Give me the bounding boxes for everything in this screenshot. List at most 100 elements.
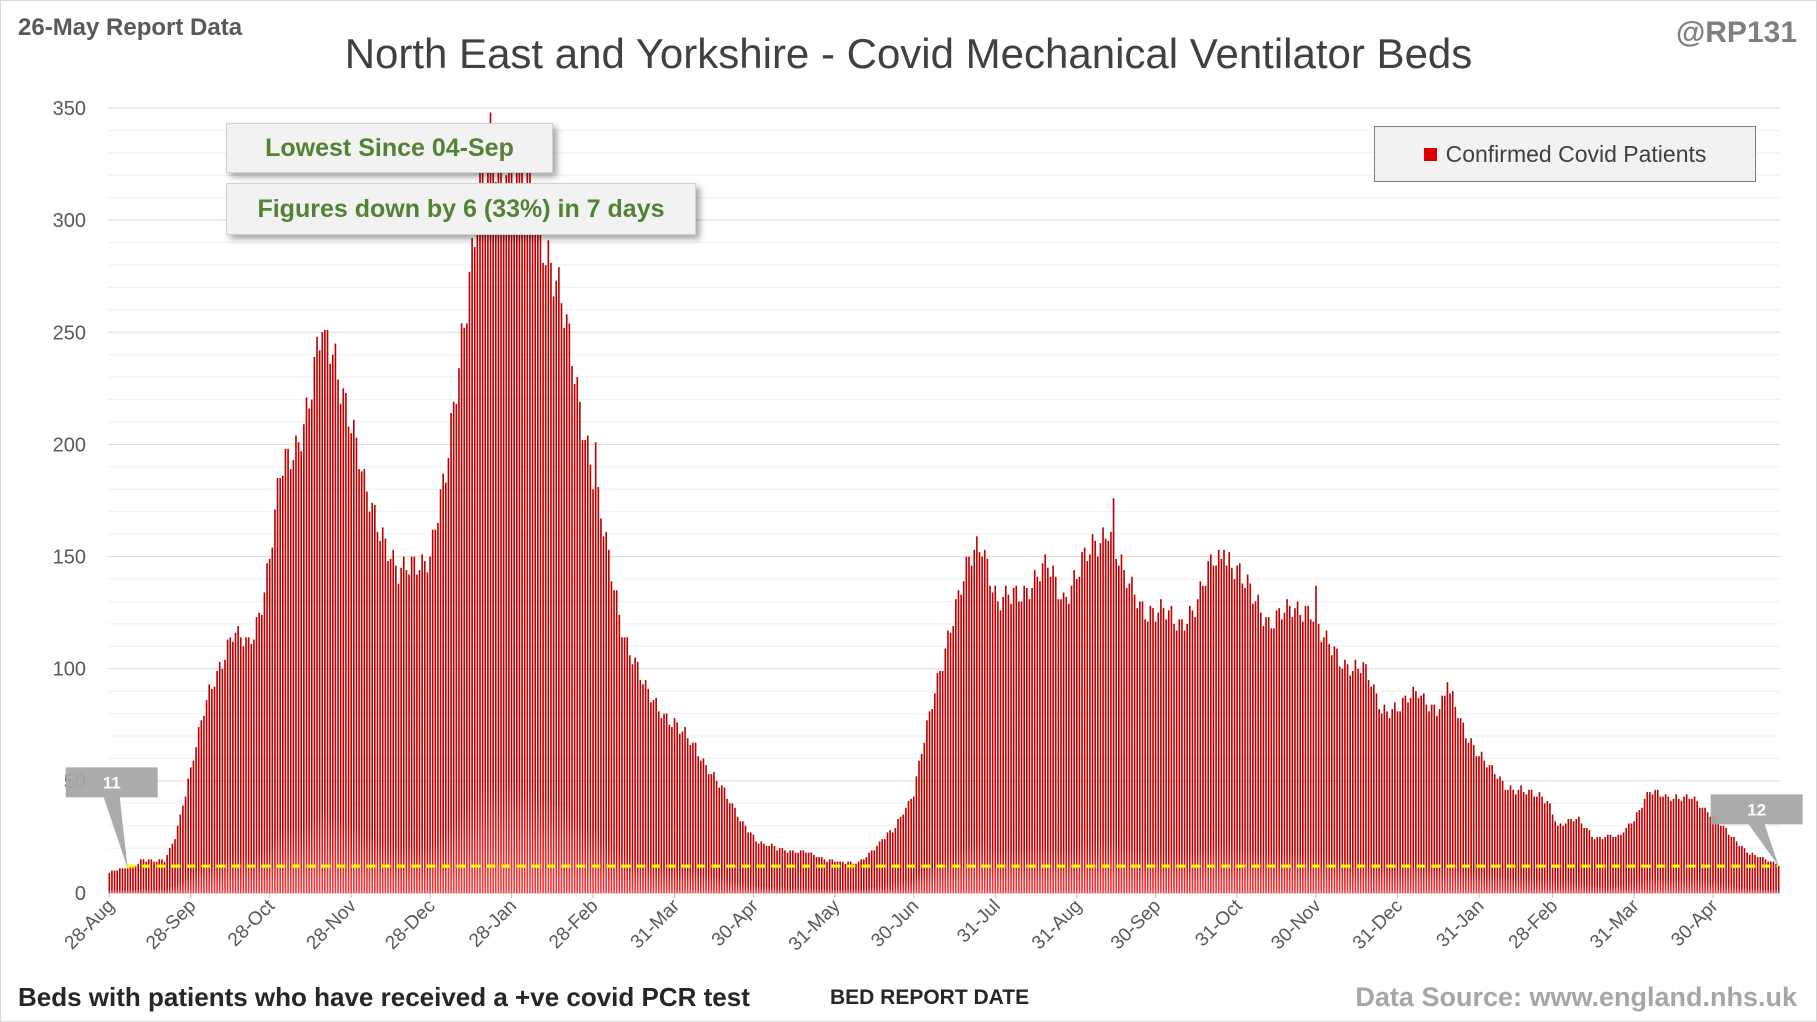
bar bbox=[1070, 585, 1073, 893]
bar bbox=[1246, 574, 1249, 893]
bar bbox=[721, 785, 723, 893]
bar bbox=[960, 594, 962, 893]
bar bbox=[492, 130, 494, 893]
bar bbox=[1391, 709, 1394, 893]
bar bbox=[558, 267, 560, 893]
bar bbox=[949, 632, 952, 893]
bar bbox=[820, 857, 823, 893]
bar bbox=[352, 419, 355, 893]
bar bbox=[1525, 794, 1528, 893]
bar bbox=[839, 861, 841, 893]
y-tick-label: 350 bbox=[53, 98, 86, 120]
bar bbox=[1112, 498, 1115, 893]
bar bbox=[1120, 554, 1123, 893]
bar bbox=[1210, 554, 1212, 893]
bar bbox=[573, 383, 576, 893]
bar bbox=[586, 435, 589, 893]
bar bbox=[1223, 549, 1225, 893]
bar bbox=[1415, 691, 1417, 893]
bar bbox=[1010, 603, 1012, 893]
bar bbox=[610, 581, 613, 893]
bar bbox=[926, 720, 928, 893]
bar bbox=[471, 238, 473, 894]
bar bbox=[1096, 556, 1099, 893]
bar bbox=[413, 556, 416, 893]
y-tick-label: 100 bbox=[53, 659, 86, 681]
bar bbox=[636, 661, 639, 893]
bar bbox=[1412, 686, 1415, 893]
bar bbox=[1696, 801, 1698, 893]
bar bbox=[1078, 576, 1081, 893]
bar bbox=[1444, 695, 1446, 893]
bar bbox=[345, 392, 347, 893]
bar bbox=[1296, 601, 1299, 893]
bar bbox=[626, 637, 629, 893]
bar bbox=[1701, 807, 1704, 893]
bar bbox=[944, 648, 947, 893]
bar bbox=[1204, 585, 1207, 893]
bar bbox=[1259, 612, 1262, 893]
bar bbox=[497, 157, 500, 894]
bar bbox=[757, 843, 760, 893]
author-handle: @RP131 bbox=[1676, 16, 1797, 49]
bar bbox=[1514, 794, 1517, 893]
bar bbox=[752, 834, 755, 893]
bar bbox=[1546, 801, 1549, 893]
bar bbox=[1249, 583, 1252, 893]
bar bbox=[799, 850, 802, 893]
bar bbox=[1317, 623, 1320, 893]
bar bbox=[781, 848, 784, 893]
bar bbox=[308, 408, 310, 893]
bar bbox=[463, 327, 466, 893]
bar bbox=[1007, 594, 1010, 893]
bar bbox=[1044, 554, 1047, 893]
bar bbox=[1220, 558, 1223, 893]
bar bbox=[418, 570, 421, 893]
bar bbox=[608, 549, 610, 893]
bar bbox=[1323, 637, 1325, 893]
bar bbox=[179, 814, 182, 893]
bar bbox=[623, 637, 626, 893]
bar bbox=[111, 870, 113, 893]
bar bbox=[347, 426, 350, 893]
bar bbox=[999, 610, 1002, 893]
bar bbox=[1654, 789, 1656, 893]
bar bbox=[134, 866, 137, 893]
x-tick-label: 30-Sep bbox=[1107, 896, 1165, 954]
bar bbox=[973, 549, 976, 893]
bar bbox=[1028, 599, 1031, 893]
bar bbox=[920, 753, 923, 893]
bar bbox=[923, 742, 926, 893]
bar bbox=[226, 639, 229, 893]
bar bbox=[1188, 605, 1191, 893]
bar bbox=[597, 487, 600, 893]
bar bbox=[1265, 617, 1267, 893]
bar bbox=[749, 832, 752, 893]
bar bbox=[129, 866, 132, 893]
bar bbox=[234, 632, 237, 893]
bar bbox=[1238, 563, 1241, 893]
bar bbox=[1704, 807, 1706, 893]
bar bbox=[1186, 623, 1188, 893]
bar bbox=[216, 670, 218, 893]
bar bbox=[905, 807, 907, 893]
bar bbox=[1428, 711, 1430, 893]
bar bbox=[678, 733, 681, 893]
bar bbox=[242, 646, 245, 893]
bar bbox=[166, 854, 168, 893]
bar bbox=[865, 857, 868, 893]
bar bbox=[1394, 702, 1396, 893]
bar bbox=[939, 670, 941, 893]
bar bbox=[421, 554, 423, 893]
bar bbox=[423, 561, 426, 893]
bar bbox=[1320, 641, 1323, 893]
bar bbox=[1181, 619, 1183, 893]
bar bbox=[1167, 610, 1170, 893]
bar bbox=[155, 861, 158, 893]
bar bbox=[1365, 664, 1367, 893]
bar bbox=[563, 327, 565, 893]
bar bbox=[1727, 834, 1730, 893]
bar bbox=[818, 857, 820, 893]
bar bbox=[989, 585, 991, 893]
bar bbox=[605, 531, 607, 893]
